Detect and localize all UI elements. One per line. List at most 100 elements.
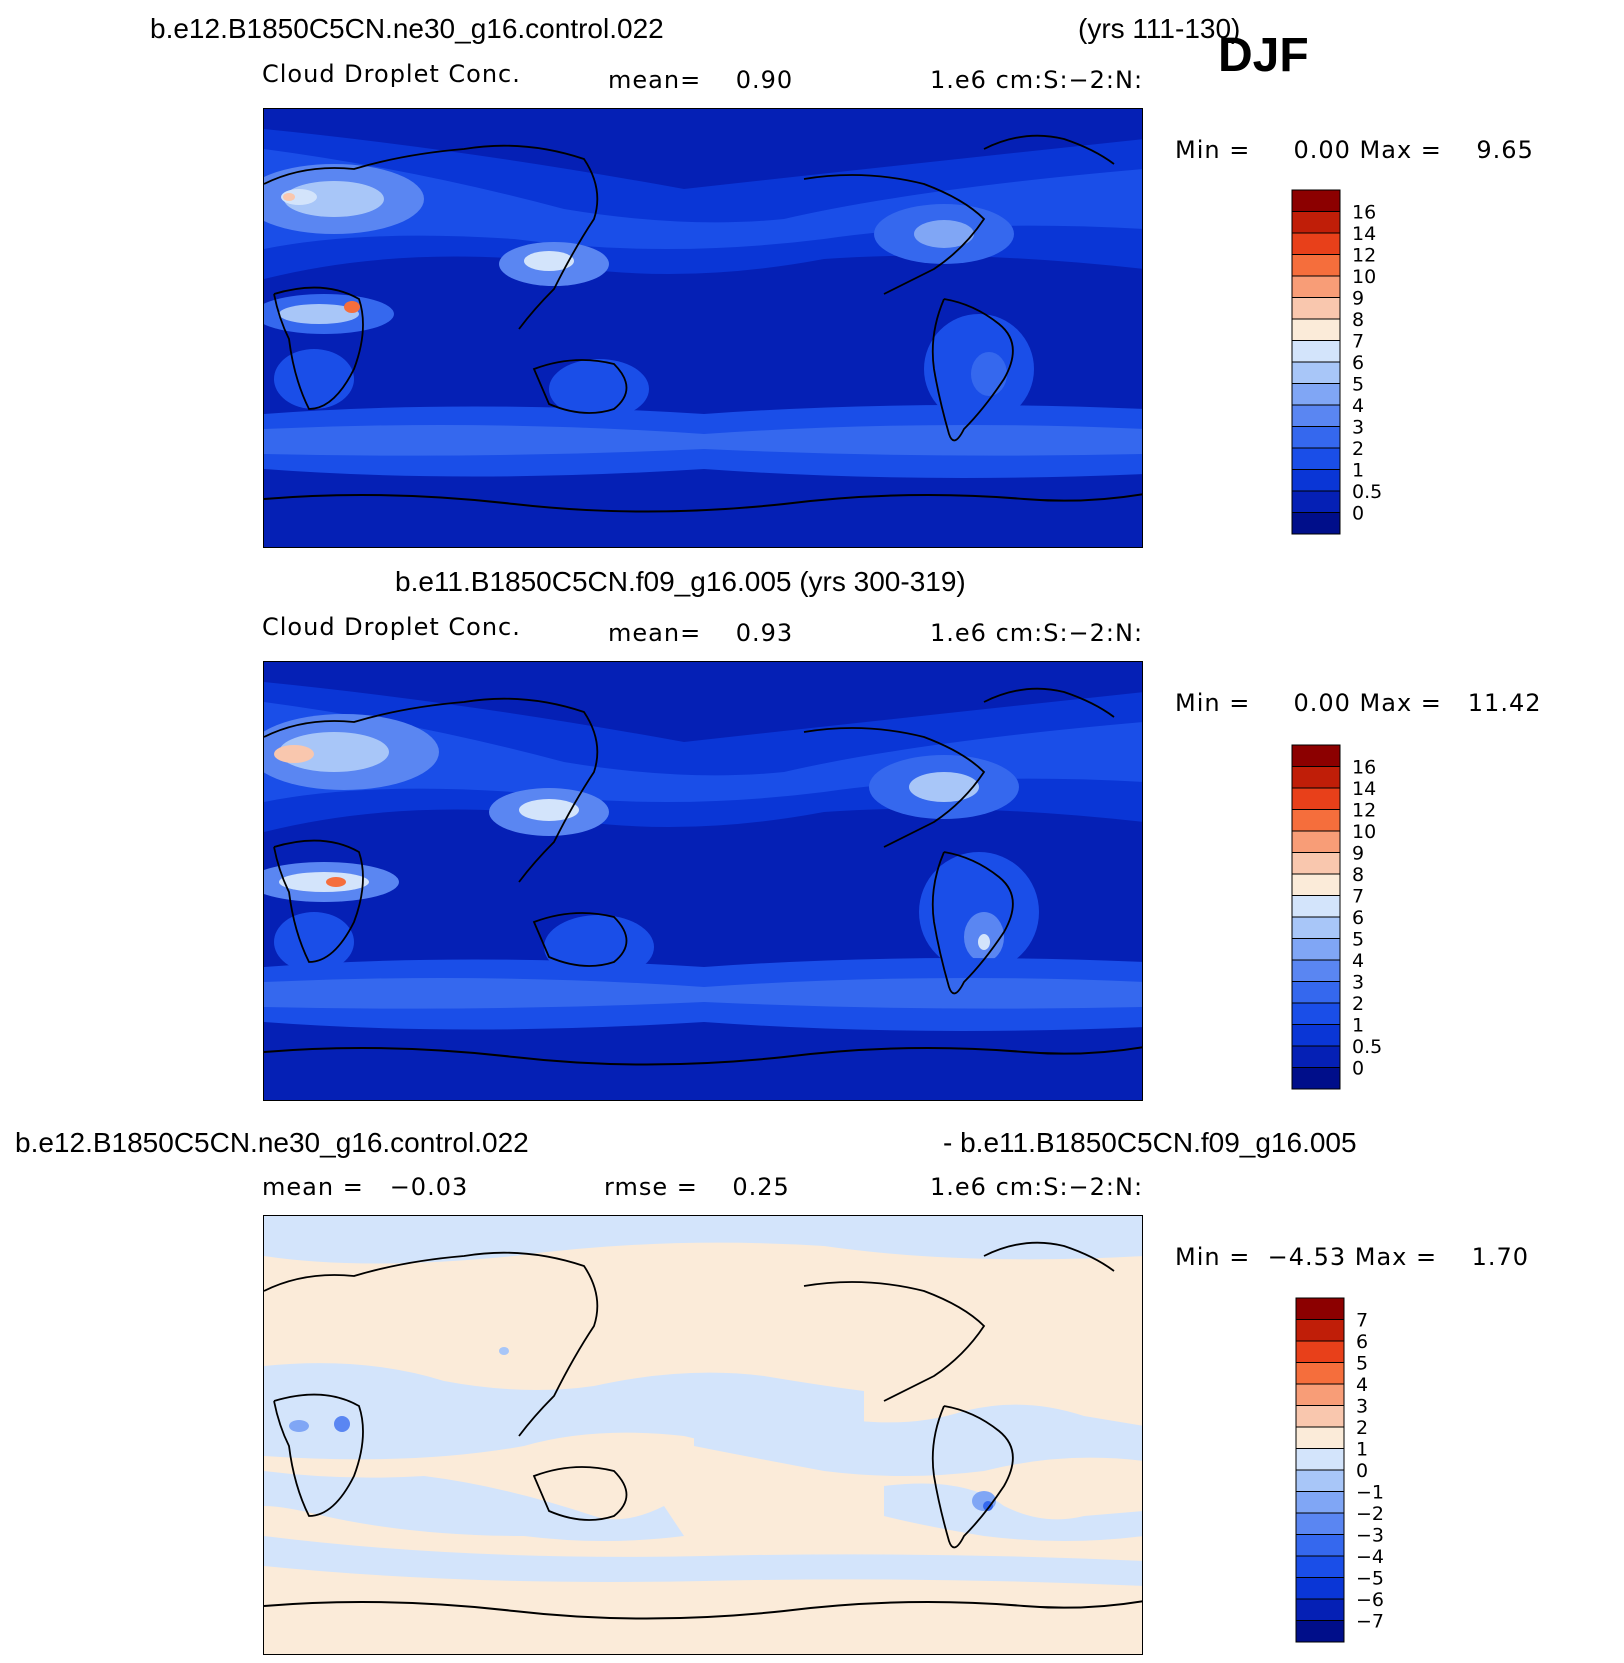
panel3-colorbar: −7 −6 −5 −4 −3 −2 −1 0 1 2 3 4 5 6 7 xyxy=(1295,1297,1416,1643)
colorbar-label: 16 xyxy=(1352,757,1376,779)
colorbar-label: 0.5 xyxy=(1352,481,1382,503)
colorbar-label: 0 xyxy=(1356,1460,1368,1482)
panel1-title-left: b.e12.B1850C5CN.ne30_g16.control.022 xyxy=(150,13,664,44)
colorbar-box xyxy=(1295,1620,1345,1643)
colorbar-box xyxy=(1291,211,1341,234)
colorbar-label: 6 xyxy=(1356,1331,1368,1353)
panel2-mean: mean= 0.93 xyxy=(608,619,794,647)
panel1-units: 1.e6 cm:S:−2:N: xyxy=(930,66,1144,94)
panel1-map xyxy=(263,108,1143,548)
colorbar-box xyxy=(1295,1297,1345,1320)
colorbar-label: 14 xyxy=(1352,778,1376,800)
panel2-map-field xyxy=(264,662,1142,1100)
colorbar-label: 16 xyxy=(1352,202,1376,224)
colorbar-box xyxy=(1291,1024,1341,1047)
colorbar-box xyxy=(1291,852,1341,875)
colorbar-box xyxy=(1291,916,1341,939)
panel3-minmax: Min = −4.53 Max = 1.70 xyxy=(1175,1243,1530,1271)
colorbar-label: 12 xyxy=(1352,800,1376,822)
colorbar-box xyxy=(1291,361,1341,384)
colorbar-box xyxy=(1291,275,1341,298)
colorbar-label: 3 xyxy=(1352,972,1364,994)
colorbar-label: 3 xyxy=(1356,1396,1368,1418)
colorbar-box xyxy=(1295,1555,1345,1578)
colorbar-label: 6 xyxy=(1352,907,1364,929)
colorbar-label: 2 xyxy=(1352,993,1364,1015)
colorbar-label: −5 xyxy=(1356,1568,1384,1590)
colorbar-box xyxy=(1291,744,1341,767)
colorbar-label: 7 xyxy=(1352,886,1364,908)
colorbar-box xyxy=(1291,1045,1341,1068)
colorbar-box xyxy=(1291,787,1341,810)
panel2-variable: Cloud Droplet Conc. xyxy=(262,613,521,641)
colorbar-box xyxy=(1291,1067,1341,1090)
colorbar-box xyxy=(1295,1362,1345,1385)
colorbar-label: −7 xyxy=(1356,1611,1384,1633)
colorbar-box xyxy=(1291,809,1341,832)
panel1-map-field xyxy=(264,109,1142,547)
colorbar-label: 3 xyxy=(1352,417,1364,439)
colorbar-box xyxy=(1295,1534,1345,1557)
colorbar-label: 1 xyxy=(1356,1439,1368,1461)
panel3-mean: mean = −0.03 xyxy=(262,1173,469,1201)
colorbar-box xyxy=(1295,1426,1345,1449)
colorbar-box xyxy=(1291,959,1341,982)
colorbar-box xyxy=(1295,1469,1345,1492)
colorbar-label: 5 xyxy=(1352,929,1364,951)
colorbar-box xyxy=(1295,1577,1345,1600)
colorbar-label: 14 xyxy=(1352,223,1376,245)
colorbar-box xyxy=(1295,1383,1345,1406)
colorbar-box xyxy=(1295,1491,1345,1514)
panel3-map xyxy=(263,1215,1143,1655)
colorbar-box xyxy=(1295,1512,1345,1535)
colorbar-label: 2 xyxy=(1356,1417,1368,1439)
colorbar-label: 0.5 xyxy=(1352,1036,1382,1058)
panel2-minmax: Min = 0.00 Max = 11.42 xyxy=(1175,689,1542,717)
colorbar-box xyxy=(1291,512,1341,535)
colorbar-box xyxy=(1291,340,1341,363)
colorbar-box xyxy=(1291,895,1341,918)
colorbar-box xyxy=(1295,1598,1345,1621)
panel2-units: 1.e6 cm:S:−2:N: xyxy=(930,619,1144,647)
colorbar-box xyxy=(1291,447,1341,470)
colorbar-label: 4 xyxy=(1352,395,1364,417)
colorbar-box xyxy=(1291,254,1341,277)
season-label: DJF xyxy=(1218,29,1309,82)
colorbar-label: 5 xyxy=(1356,1353,1368,1375)
colorbar-box xyxy=(1291,873,1341,896)
colorbar-label: 7 xyxy=(1356,1310,1368,1332)
colorbar-box xyxy=(1291,1002,1341,1025)
colorbar-label: −3 xyxy=(1356,1525,1384,1547)
colorbar-box xyxy=(1291,404,1341,427)
colorbar-label: 8 xyxy=(1352,864,1364,886)
colorbar-box xyxy=(1291,232,1341,255)
colorbar-label: 5 xyxy=(1352,374,1364,396)
panel1-mean: mean= 0.90 xyxy=(608,66,794,94)
colorbar-label: 9 xyxy=(1352,288,1364,310)
panel2-title: b.e11.B1850C5CN.f09_g16.005 (yrs 300-319… xyxy=(395,566,966,597)
panel1-minmax: Min = 0.00 Max = 9.65 xyxy=(1175,136,1534,164)
colorbar-label: 6 xyxy=(1352,352,1364,374)
panel3-units: 1.e6 cm:S:−2:N: xyxy=(930,1173,1144,1201)
colorbar-box xyxy=(1291,766,1341,789)
colorbar-label: 2 xyxy=(1352,438,1364,460)
colorbar-box xyxy=(1291,938,1341,961)
colorbar-label: 0 xyxy=(1352,503,1364,525)
colorbar-box xyxy=(1291,189,1341,212)
colorbar-box xyxy=(1295,1340,1345,1363)
colorbar-box xyxy=(1291,297,1341,320)
colorbar-box xyxy=(1291,383,1341,406)
colorbar-box xyxy=(1291,981,1341,1004)
colorbar-label: −1 xyxy=(1356,1482,1384,1504)
panel2-colorbar: 0 0.5 1 2 3 4 5 6 7 8 9 10 12 14 16 xyxy=(1291,744,1412,1090)
colorbar-label: −4 xyxy=(1356,1546,1384,1568)
colorbar-box xyxy=(1291,490,1341,513)
colorbar-label: 1 xyxy=(1352,1015,1364,1037)
colorbar-label: 12 xyxy=(1352,245,1376,267)
colorbar-label: 1 xyxy=(1352,460,1364,482)
panel3-rmse: rmse = 0.25 xyxy=(604,1173,790,1201)
colorbar-label: −6 xyxy=(1356,1589,1384,1611)
panel3-title-left: b.e12.B1850C5CN.ne30_g16.control.022 xyxy=(15,1127,529,1158)
